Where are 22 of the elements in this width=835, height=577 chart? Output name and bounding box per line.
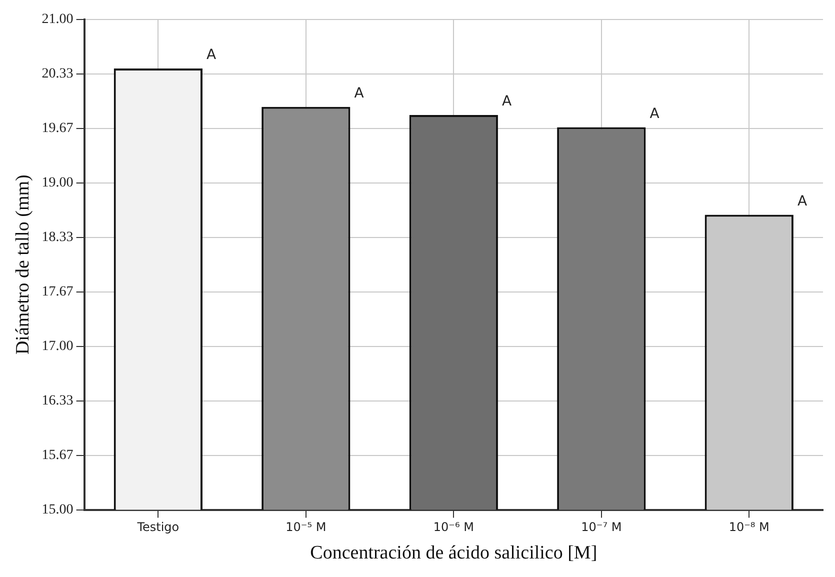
annotation: A — [502, 94, 512, 110]
annotation: A — [354, 85, 364, 102]
y-tick-label: 15.67 — [42, 448, 74, 463]
x-tick-label: 10⁻⁵ M — [286, 520, 326, 534]
annotation: A — [797, 193, 808, 210]
y-tick-label: 19.00 — [42, 176, 74, 191]
x-axis-title: Concentración de ácido salicilico [M] — [310, 542, 598, 564]
x-tick-label: 10⁻⁷ M — [581, 520, 622, 534]
x-tick-label: 10⁻⁶ M — [433, 520, 474, 534]
y-tick-label: 21.00 — [42, 12, 74, 28]
annotation: A — [206, 47, 216, 64]
x-tick-label: Testigo — [136, 520, 180, 534]
y-tick-label: 16.33 — [42, 394, 74, 409]
y-tick-label: 17.67 — [42, 284, 74, 300]
y-tick-label: 19.67 — [42, 121, 74, 136]
y-tick-label: 15.00 — [42, 502, 74, 518]
annotation: A — [650, 106, 660, 122]
y-axis-title: Diámetro de tallo (mm) — [12, 174, 34, 355]
y-tick-label: 17.00 — [42, 339, 74, 354]
y-tick-label: 20.33 — [42, 66, 74, 82]
x-tick-label: 10⁻⁸ M — [728, 520, 770, 534]
y-tick-label: 18.33 — [42, 230, 74, 246]
